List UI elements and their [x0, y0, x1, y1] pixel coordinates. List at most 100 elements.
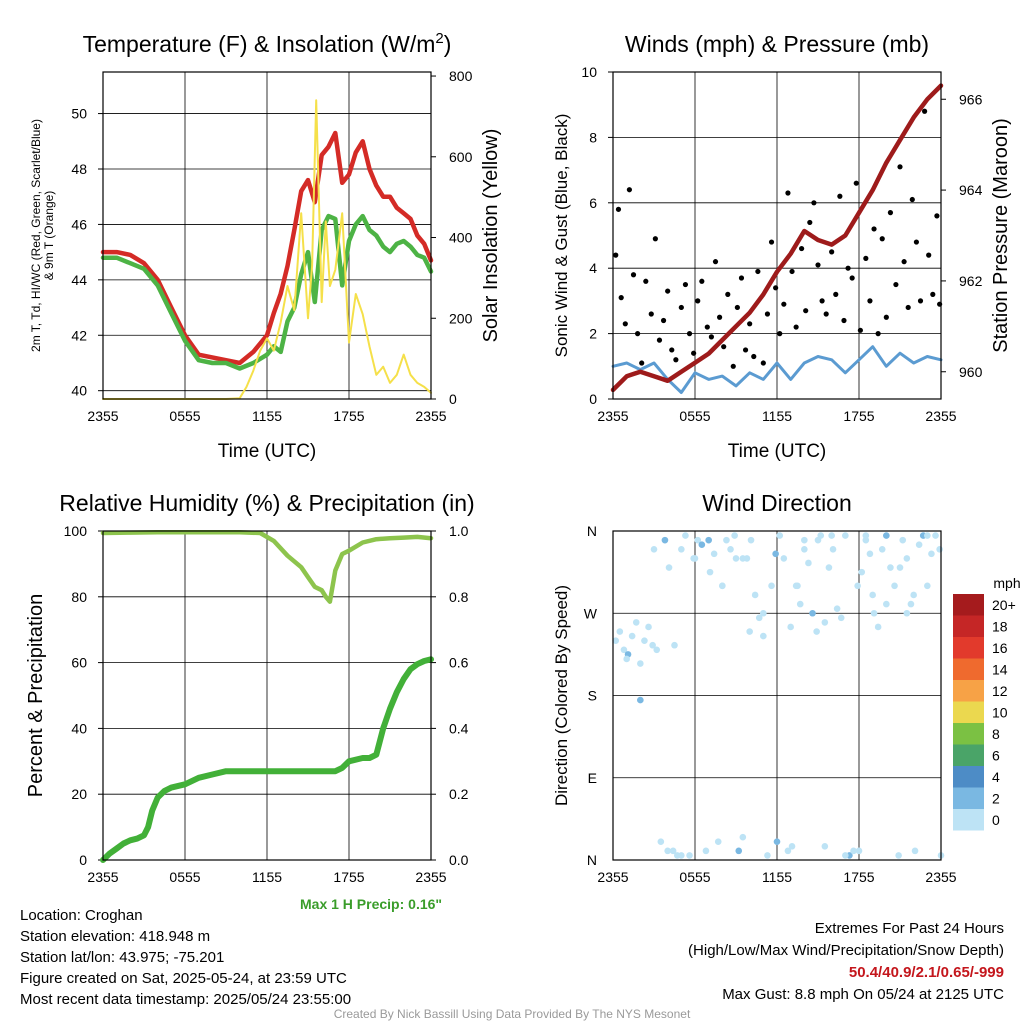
y-right-tick-label: 0.0 — [449, 852, 469, 868]
direction-point — [837, 614, 845, 622]
y-tick-label: 8 — [589, 129, 597, 145]
y-right-tick-label: 0.8 — [449, 589, 469, 605]
direction-point — [746, 628, 753, 635]
y-tick-label: 46 — [71, 216, 87, 232]
gust-point — [913, 239, 920, 245]
gust-point — [768, 239, 775, 245]
direction-point — [732, 555, 740, 562]
direction-point — [870, 609, 878, 617]
legend-label: 12 — [992, 683, 1008, 699]
direction-point — [842, 852, 849, 859]
direction-point — [764, 852, 771, 859]
direction-point — [755, 614, 763, 622]
direction-point — [760, 609, 767, 617]
y-right-tick-label: 0.4 — [449, 720, 469, 736]
direction-point — [632, 619, 640, 626]
y-axis-label-2: & 9m T (Orange) — [42, 191, 56, 281]
x-axis-label: Time (UTC) — [218, 441, 317, 462]
y-tick-label: N — [587, 852, 597, 868]
gust-point — [669, 347, 675, 353]
y-axis-label: Percent & Precipitation — [25, 594, 47, 797]
direction-point — [751, 591, 759, 599]
y-tick-label: 0 — [589, 391, 597, 407]
direction-point — [850, 847, 857, 855]
gust-point — [930, 291, 936, 297]
gust-point — [755, 268, 761, 275]
y-tick-label: 60 — [71, 655, 87, 671]
x-tick-label: 1755 — [843, 869, 874, 885]
gust-point — [652, 236, 658, 242]
y-right-tick-label: 0 — [449, 391, 457, 407]
y-right-axis-label: Solar Insolation (Yellow) — [480, 129, 502, 343]
legend-swatch — [953, 787, 984, 809]
y-right-tick-label: 962 — [959, 273, 983, 289]
y-tick-label: 50 — [71, 106, 87, 122]
direction-point — [813, 628, 820, 635]
legend-label: 8 — [992, 726, 1000, 742]
direction-point — [878, 545, 886, 553]
gust-point — [893, 281, 899, 288]
x-tick-label: 2355 — [597, 869, 628, 885]
direction-point — [773, 838, 781, 846]
y-tick-label: N — [587, 523, 597, 539]
gust-point — [639, 360, 645, 366]
direction-point — [710, 550, 718, 558]
legend-label: 4 — [992, 769, 1000, 785]
gust-point — [841, 317, 847, 324]
direction-point — [801, 536, 808, 544]
series-line — [100, 130, 434, 366]
direction-point — [768, 582, 775, 590]
direction-point — [910, 591, 917, 599]
x-tick-label: 0555 — [169, 869, 200, 885]
gust-point — [777, 331, 783, 337]
gust-point — [764, 311, 771, 317]
legend-swatch — [953, 766, 984, 788]
legend-label: 6 — [992, 748, 1000, 764]
direction-point — [623, 655, 630, 663]
direction-point — [809, 609, 816, 617]
y-right-tick-label: 0.6 — [449, 655, 469, 671]
direction-point — [874, 623, 882, 631]
x-tick-label: 1155 — [762, 408, 792, 424]
y-right-tick-label: 1.0 — [449, 523, 469, 539]
gust-point — [811, 200, 817, 206]
direction-point — [915, 541, 923, 549]
y-tick-label: 10 — [581, 64, 597, 80]
direction-point — [829, 545, 837, 553]
direction-point — [691, 555, 699, 562]
gust-point — [643, 278, 649, 284]
direction-point — [698, 541, 706, 549]
latlon: Station lat/lon: 43.975; -75.201 — [20, 949, 225, 966]
direction-point — [637, 660, 644, 667]
gust-point — [803, 308, 809, 314]
chart-wind: Winds (mph) & Pressure (mb) 2355 0555 1155 1… — [552, 31, 1012, 462]
y-right-axis-label: Station Pressure (Maroon) — [990, 118, 1012, 353]
gust-point — [829, 249, 835, 255]
gust-point — [613, 252, 619, 258]
legend-swatch — [953, 701, 984, 723]
direction-point — [780, 555, 788, 562]
direction-point — [903, 609, 911, 617]
y-right-tick-label: 800 — [449, 68, 473, 84]
gust-point — [922, 108, 928, 114]
gust-point — [901, 259, 907, 265]
direction-point — [706, 568, 714, 576]
x-tick-label: 2355 — [87, 869, 118, 885]
extremes-values: 50.4/40.9/2.1/0.65/-999 — [848, 964, 1004, 981]
legend-swatch — [953, 594, 984, 616]
direction-point — [924, 582, 931, 590]
direction-point — [665, 564, 673, 571]
gust-point — [618, 295, 624, 301]
gust-point — [853, 180, 859, 186]
gust-point — [747, 321, 753, 327]
chart-rh: Relative Humidity (%) & Precipitation (i… — [25, 490, 475, 885]
legend-label: 20+ — [992, 597, 1016, 613]
direction-point — [924, 532, 931, 539]
legend-swatch — [953, 744, 984, 766]
direction-point — [911, 847, 919, 855]
gust-point — [857, 327, 863, 333]
direction-point — [821, 619, 829, 626]
y-tick-label: 80 — [71, 589, 87, 605]
y-right-tick-label: 0.2 — [449, 786, 469, 802]
gust-point — [819, 298, 825, 304]
